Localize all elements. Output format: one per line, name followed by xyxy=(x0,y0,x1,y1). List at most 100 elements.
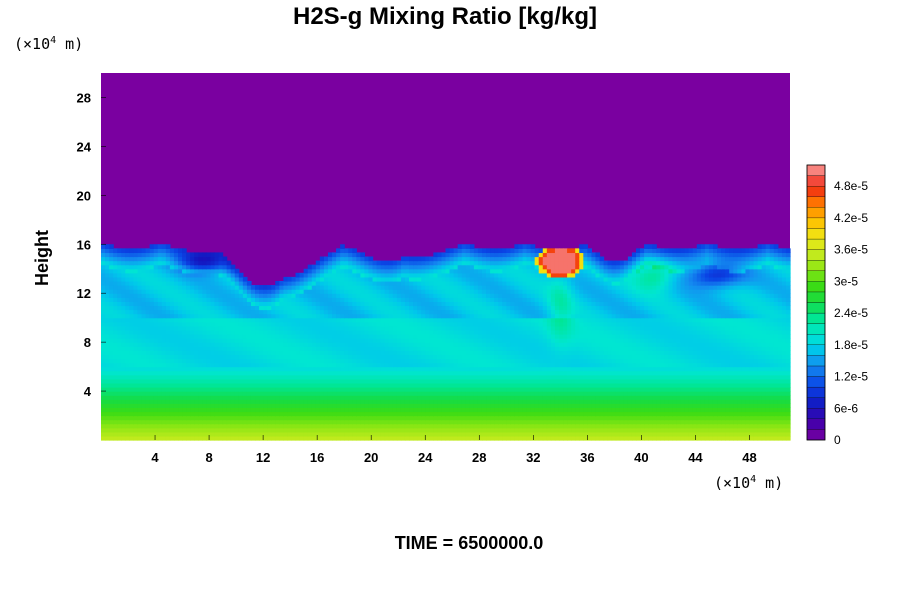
field-cell xyxy=(708,346,714,351)
field-cell xyxy=(664,435,670,441)
field-cell xyxy=(461,399,467,404)
field-cell xyxy=(441,321,447,327)
field-cell xyxy=(664,350,670,355)
field-cell xyxy=(190,321,195,327)
field-cell xyxy=(684,370,690,376)
field-cell xyxy=(348,435,353,441)
field-cell xyxy=(263,415,268,421)
field-cell xyxy=(700,366,706,372)
field-cell xyxy=(473,411,479,417)
field-cell xyxy=(461,358,467,364)
field-cell xyxy=(717,329,722,335)
field-cell xyxy=(445,395,451,400)
field-cell xyxy=(303,391,309,396)
field-cell xyxy=(538,338,544,343)
field-cell xyxy=(206,395,212,400)
field-cell xyxy=(340,427,345,433)
field-cell xyxy=(125,399,130,404)
field-cell xyxy=(388,395,394,400)
field-cell xyxy=(230,395,236,400)
field-cell xyxy=(388,325,394,331)
field-cell xyxy=(198,321,203,327)
field-cell xyxy=(506,395,511,400)
field-cell xyxy=(125,346,130,351)
field-cell xyxy=(283,358,289,364)
field-cell xyxy=(607,419,613,425)
field-cell xyxy=(101,419,106,425)
field-cell xyxy=(725,358,730,364)
field-cell xyxy=(648,354,653,360)
field-cell xyxy=(360,362,366,368)
field-cell xyxy=(607,329,613,335)
field-cell xyxy=(607,399,613,404)
field-cell xyxy=(307,378,313,384)
field-cell xyxy=(303,362,309,368)
field-cell xyxy=(433,321,438,327)
field-cell xyxy=(295,350,301,355)
field-cell xyxy=(640,325,645,331)
field-cell xyxy=(303,358,309,364)
field-cell xyxy=(198,382,203,388)
field-cell xyxy=(117,378,122,384)
field-cell xyxy=(101,374,106,380)
field-cell xyxy=(149,411,155,417)
field-cell xyxy=(522,427,528,433)
field-cell xyxy=(453,342,459,347)
field-cell xyxy=(384,431,390,437)
field-cell xyxy=(352,346,357,351)
field-cell xyxy=(607,423,613,429)
field-cell xyxy=(684,325,690,331)
plot-area xyxy=(101,73,791,441)
field-cell xyxy=(534,411,540,417)
field-cell xyxy=(660,362,665,368)
field-cell xyxy=(133,419,139,425)
field-cell xyxy=(246,362,252,368)
field-cell xyxy=(607,431,613,437)
field-cell xyxy=(769,338,775,343)
field-cell xyxy=(392,358,398,364)
field-cell xyxy=(680,427,686,433)
field-cell xyxy=(668,431,674,437)
field-cell xyxy=(733,354,738,360)
field-cell xyxy=(737,391,742,396)
field-cell xyxy=(267,403,272,408)
field-cell xyxy=(396,325,402,331)
field-cell xyxy=(550,411,556,417)
field-cell xyxy=(481,350,487,355)
field-cell xyxy=(376,342,382,347)
field-cell xyxy=(364,391,370,396)
field-cell xyxy=(409,346,414,351)
field-cell xyxy=(773,333,779,339)
field-cell xyxy=(165,415,171,421)
field-cell xyxy=(246,333,252,339)
field-cell xyxy=(785,329,791,335)
field-cell xyxy=(372,427,378,433)
field-cell xyxy=(684,354,690,360)
field-cell xyxy=(437,427,443,433)
field-cell xyxy=(388,423,394,429)
field-cell xyxy=(396,427,402,433)
field-cell xyxy=(453,386,459,392)
field-cell xyxy=(222,419,228,425)
field-cell xyxy=(287,370,293,376)
field-cell xyxy=(704,382,710,388)
field-cell xyxy=(283,386,289,392)
field-cell xyxy=(214,358,220,364)
field-cell xyxy=(781,362,787,368)
field-cell xyxy=(121,403,126,408)
field-cell xyxy=(676,321,682,327)
field-cell xyxy=(583,382,588,388)
field-cell xyxy=(721,362,726,368)
field-cell xyxy=(315,403,321,408)
field-cell xyxy=(542,407,548,413)
field-cell xyxy=(583,419,588,425)
field-cell xyxy=(437,346,443,351)
field-cell xyxy=(538,403,544,408)
field-cell xyxy=(725,399,730,404)
field-cell xyxy=(530,342,536,347)
field-cell xyxy=(721,321,726,327)
field-cell xyxy=(372,391,378,396)
field-cell xyxy=(121,415,126,421)
field-cell xyxy=(433,431,438,437)
field-cell xyxy=(226,391,232,396)
